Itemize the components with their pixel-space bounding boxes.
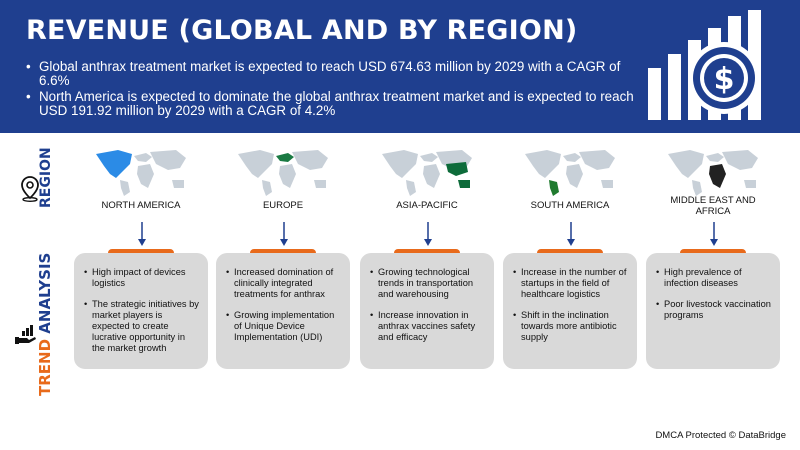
down-arrow-icon [424,222,432,246]
accent-bar [108,249,174,254]
world-map-asia-pacific-highlight [382,150,472,196]
region-name: NORTH AMERICA [101,200,181,211]
trend-point: The strategic initiatives by market play… [84,299,200,354]
accent-bar [537,249,603,254]
trend-card: Increase in the number of startups in th… [503,253,637,369]
trend-card: Growing technological trends in transpor… [360,253,494,369]
region-label: REGION [38,147,54,208]
bullet-global: Global anthrax treatment market is expec… [26,60,636,88]
trend-card: Increased domination of clinically integ… [216,253,350,369]
down-arrow-icon [280,222,288,246]
region-name: MIDDLE EAST AND AFRICA [670,195,756,217]
trend-point: Poor livestock vaccination programs [656,299,772,321]
footer-credit: DMCA Protected © DataBridge [655,430,786,441]
bullet-north-america: North America is expected to dominate th… [26,90,636,118]
hand-chart-icon [15,325,36,344]
svg-text:$: $ [714,62,735,97]
header-bullets: Global anthrax treatment market is expec… [26,60,636,120]
world-map-mea-highlight [668,150,758,196]
trend-point: High prevalence of infection diseases [656,267,772,289]
down-arrow-icon [710,222,718,246]
region-column-south-america: SOUTH AMERICA Increase in the number of … [503,140,637,370]
analysis-label-word: ANALYSIS [36,252,54,334]
dollar-bar-chart-icon: $ [648,10,761,120]
accent-bar [394,249,460,254]
accent-bar [250,249,316,254]
trend-point: High impact of devices logistics [84,267,200,289]
trend-analysis-label: TREND ANALYSIS [36,253,54,396]
header-banner: REVENUE (GLOBAL AND BY REGION) Global an… [0,0,800,133]
trend-card: High impact of devices logistics The str… [74,253,208,369]
page-title: REVENUE (GLOBAL AND BY REGION) [26,15,578,46]
region-name: EUROPE [262,200,304,211]
down-arrow-icon [567,222,575,246]
region-column-europe: EUROPE Increased domination of clinicall… [216,140,350,370]
location-pin-icon [21,176,39,202]
trend-label-word: TREND [36,338,54,396]
down-arrow-icon [138,222,146,246]
trend-point: Growing implementation of Unique Device … [226,310,342,343]
world-map-south-america-highlight [525,150,615,196]
world-map-north-america-highlight [96,150,186,196]
trend-card: High prevalence of infection diseases Po… [646,253,780,369]
region-name: ASIA-PACIFIC [396,200,458,211]
trend-point: Shift in the inclination towards more an… [513,310,629,343]
region-column-asia-pacific: ASIA-PACIFIC Growing technological trend… [360,140,494,370]
region-name: SOUTH AMERICA [530,200,610,211]
trend-point: Increased domination of clinically integ… [226,267,342,300]
region-column-north-america: NORTH AMERICA High impact of devices log… [74,140,208,370]
world-map-europe-highlight [238,150,328,196]
trend-point: Increase innovation in anthrax vaccines … [370,310,486,343]
trend-point: Increase in the number of startups in th… [513,267,629,300]
region-column-middle-east-africa: MIDDLE EAST AND AFRICA High prevalence o… [646,140,780,370]
accent-bar [680,249,746,254]
trend-point: Growing technological trends in transpor… [370,267,486,300]
